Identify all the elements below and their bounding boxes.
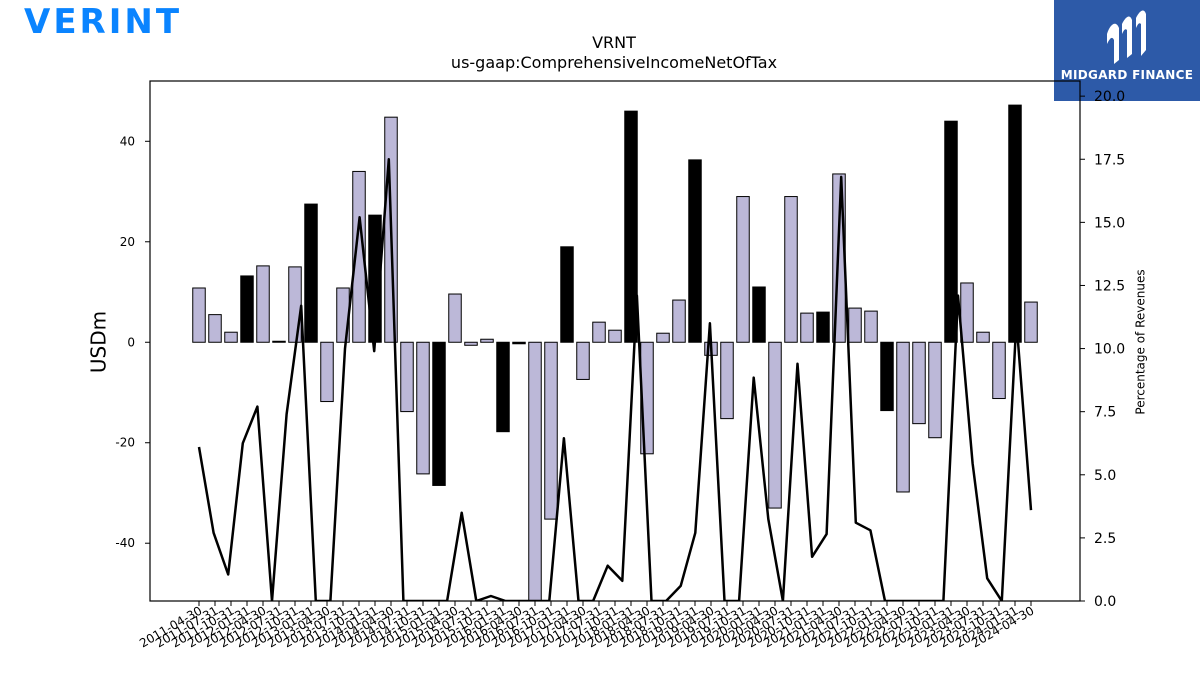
bar [544, 341, 558, 520]
bar [912, 341, 926, 425]
bar [864, 310, 878, 343]
y2-tick-label: 17.5 [1094, 152, 1125, 168]
bar [352, 170, 366, 343]
bar [656, 332, 670, 343]
bar [192, 287, 206, 343]
y-tick-label: -40 [115, 536, 135, 550]
bar [800, 312, 814, 343]
bar [416, 341, 430, 475]
bar [464, 341, 478, 346]
bars-layer [192, 104, 1038, 601]
y-tick-label: 0 [127, 335, 135, 349]
bar [960, 282, 974, 343]
bar [688, 159, 702, 343]
line-layer [197, 158, 1033, 601]
y2-tick-label: 10.0 [1094, 342, 1125, 358]
bar [576, 341, 590, 380]
y-tick-label: 20 [120, 235, 135, 249]
y2-tick-label: 20.0 [1094, 89, 1125, 105]
bar [496, 341, 510, 433]
bar [224, 331, 238, 343]
axes-layer: -40 -20 0 20 40 0.0 2.5 5.0 7.5 10.0 12.5 15.0 17.5 2… [115, 80, 1125, 650]
bar [736, 196, 750, 343]
bar [432, 341, 446, 486]
y2-axis-label: Percentage of Revenues [1134, 269, 1148, 414]
y2-tick-label: 0.0 [1094, 594, 1116, 610]
bar [896, 341, 910, 493]
bar [448, 293, 462, 343]
bar [288, 266, 302, 343]
bar [784, 196, 798, 343]
bar [560, 246, 574, 343]
y2-tick-label: 5.0 [1094, 468, 1116, 484]
bar [1008, 104, 1022, 343]
midgard-logo-text: MIDGARD FINANCE [1060, 68, 1194, 82]
bar [480, 338, 494, 343]
bar [608, 329, 622, 343]
bar [768, 341, 782, 509]
bar [256, 265, 270, 343]
bar [992, 341, 1006, 400]
bar [848, 307, 862, 343]
bar [976, 331, 990, 343]
bar [944, 120, 958, 343]
bar [512, 341, 526, 345]
bar [304, 203, 318, 343]
bar [816, 311, 830, 343]
y-tick-label: 40 [120, 134, 135, 148]
chart-subtitle: us-gaap:ComprehensiveIncomeNetOfTax [451, 53, 777, 72]
y2-tick-label: 12.5 [1094, 278, 1125, 294]
midgard-logo: MIDGARD FINANCE [1054, 0, 1200, 101]
y2-tick-label: 2.5 [1094, 531, 1116, 547]
bar [720, 341, 734, 420]
y-axis-label: USDm [87, 311, 111, 373]
bar [400, 341, 414, 413]
bar [880, 341, 894, 412]
bar [752, 286, 766, 343]
brand-logo: VERINT [24, 2, 183, 42]
pct-revenue-line [197, 158, 1033, 601]
y2-tick-label: 7.5 [1094, 405, 1116, 421]
bar [624, 110, 638, 343]
midgard-emblem-icon [1107, 10, 1146, 65]
bar [592, 321, 606, 343]
bar [272, 340, 286, 343]
bar [240, 275, 254, 343]
bar [672, 299, 686, 343]
bar [928, 341, 942, 439]
bar [320, 341, 334, 403]
bar [208, 314, 222, 343]
chart-title: VRNT [592, 33, 636, 52]
y-tick-label: -20 [115, 436, 135, 450]
bar [528, 341, 542, 601]
bar [1024, 301, 1038, 343]
y2-tick-label: 15.0 [1094, 215, 1125, 231]
